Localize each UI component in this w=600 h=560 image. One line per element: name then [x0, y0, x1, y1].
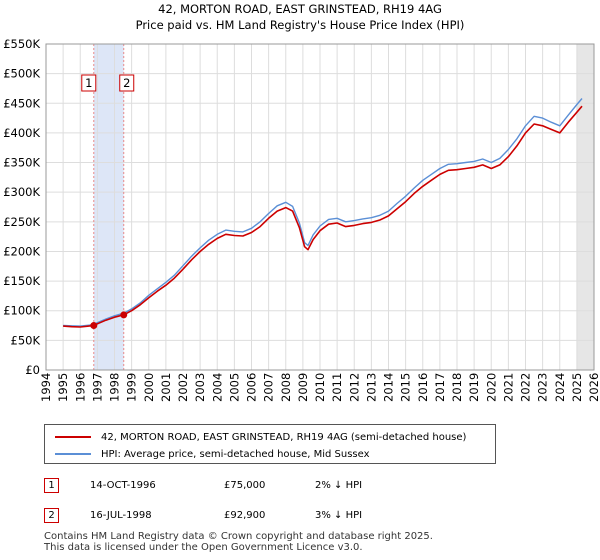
y-tick-label: £550K [3, 37, 40, 51]
transaction-row: 1 14-OCT-1996 £75,000 2% ↓ HPI [44, 478, 504, 496]
chart-title: 42, MORTON ROAD, EAST GRINSTEAD, RH19 4A… [158, 2, 442, 16]
x-tick-label: 1994 [39, 373, 53, 402]
transaction-label-box [81, 74, 97, 92]
plot-area: £0 £50K £100K £150K £200K £250K £300K £350K £400… [3, 37, 600, 402]
legend-item-hpi: HPI: Average price, semi-detached house,… [55, 445, 370, 463]
x-tick-label: 2020 [484, 373, 498, 402]
y-tick-label: £250K [3, 215, 40, 229]
x-tick-label: 2026 [587, 373, 600, 402]
transaction-row: 2 16-JUL-1998 £92,900 3% ↓ HPI [44, 508, 504, 526]
x-tick-label: 1996 [73, 373, 87, 402]
x-tick-label: 2013 [364, 373, 378, 402]
transaction-point [120, 311, 128, 319]
x-tick-label: 2001 [159, 373, 173, 402]
x-tick-label: 2023 [536, 373, 550, 402]
x-tick-label: 1998 [108, 373, 122, 402]
y-tick-label: £100K [3, 304, 40, 318]
footer-copyright: Contains HM Land Registry data © Crown c… [44, 531, 433, 542]
x-tick-label: 2000 [142, 373, 156, 402]
transaction-hpi-diff: 3% ↓ HPI [315, 510, 363, 521]
x-tick-label: 1995 [56, 373, 70, 402]
future-period-band [576, 44, 594, 370]
x-tick-label: 2009 [296, 373, 310, 402]
x-tick-label: 2003 [193, 373, 207, 402]
x-tick-label: 2011 [330, 373, 344, 402]
transaction-label-box [119, 74, 135, 92]
x-tick-label: 1999 [125, 373, 139, 402]
x-tick-label: 2005 [227, 373, 241, 402]
transaction-label: 2 [123, 76, 130, 90]
sale-period-band [93, 44, 124, 370]
x-tick-label: 2004 [210, 373, 224, 402]
transaction-badge: 2 [44, 508, 59, 523]
transaction-price: £75,000 [224, 480, 266, 491]
x-tick-label: 2007 [262, 373, 276, 402]
legend-item-property: 42, MORTON ROAD, EAST GRINSTEAD, RH19 4A… [55, 428, 466, 446]
legend-swatch-property [55, 436, 91, 438]
x-tick-label: 2017 [433, 373, 447, 402]
x-tick-label: 2006 [245, 373, 259, 402]
x-tick-label: 2022 [519, 373, 533, 402]
y-tick-label: £50K [11, 333, 41, 347]
x-tick-label: 2010 [313, 373, 327, 402]
plot-frame [45, 43, 595, 371]
x-tick-label: 2024 [553, 373, 567, 402]
x-tick-label: 2008 [279, 373, 293, 402]
x-tick-label: 2016 [416, 373, 430, 402]
x-tick-label: 2002 [176, 373, 190, 402]
y-tick-label: £450K [3, 96, 40, 110]
x-tick-label: 2014 [382, 373, 396, 402]
x-tick-label: 1997 [90, 373, 104, 402]
price-chart: 42, MORTON ROAD, EAST GRINSTEAD, RH19 4A… [3, 2, 600, 402]
transaction-label: 1 [85, 76, 92, 90]
y-tick-label: £350K [3, 156, 40, 170]
y-tick-label: £300K [3, 185, 40, 199]
x-tick-label: 2025 [570, 373, 584, 402]
transaction-price: £92,900 [224, 510, 266, 521]
x-tick-label: 2015 [399, 373, 413, 402]
y-tick-label: £500K [3, 67, 40, 81]
y-tick-label: £200K [3, 244, 40, 258]
property-price-line [63, 105, 583, 328]
transaction-date: 16-JUL-1998 [90, 510, 152, 521]
x-tick-label: 2012 [347, 373, 361, 402]
transaction-badge: 1 [44, 478, 59, 493]
legend-label-hpi: HPI: Average price, semi-detached house,… [101, 448, 370, 460]
transaction-point [90, 322, 98, 330]
transaction-hpi-diff: 2% ↓ HPI [315, 480, 363, 491]
legend-label-property: 42, MORTON ROAD, EAST GRINSTEAD, RH19 4A… [101, 431, 467, 443]
transaction-date: 14-OCT-1996 [90, 480, 156, 491]
x-tick-label: 2019 [467, 373, 481, 402]
x-tick-label: 2018 [450, 373, 464, 402]
legend: 42, MORTON ROAD, EAST GRINSTEAD, RH19 4A… [44, 424, 496, 464]
y-tick-label: £400K [3, 126, 40, 140]
legend-swatch-hpi [55, 453, 91, 455]
y-tick-label: £150K [3, 274, 40, 288]
chart-subtitle: Price paid vs. HM Land Registry's House … [136, 18, 465, 32]
x-tick-label: 2021 [501, 373, 515, 402]
hpi-line [63, 98, 583, 327]
y-tick-label: £0 [25, 363, 40, 377]
footer-attribution: Contains HM Land Registry data © Crown c… [44, 531, 433, 553]
footer-licence: This data is licensed under the Open Gov… [44, 542, 363, 553]
